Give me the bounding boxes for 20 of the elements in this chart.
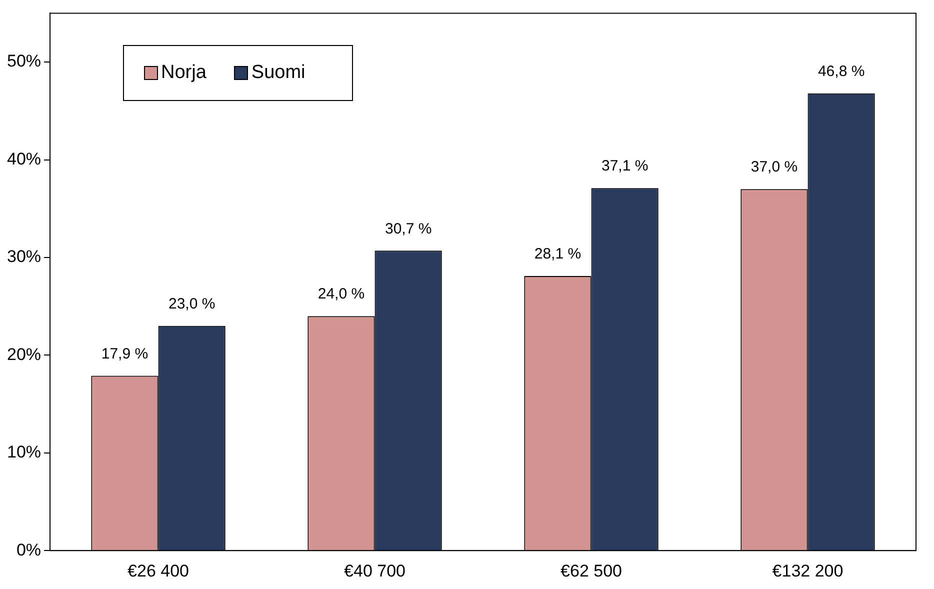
y-tick-label: 0% — [16, 540, 42, 560]
x-tick-label: €26 400 — [128, 561, 189, 580]
data-label: 37,0 % — [750, 158, 798, 176]
data-label: 46,8 % — [818, 62, 865, 80]
y-tick-label: 20% — [6, 344, 42, 364]
data-label: 30,7 % — [384, 220, 432, 238]
data-label: 28,1 % — [534, 246, 582, 263]
y-tick-label: 50% — [6, 52, 42, 71]
x-tick-label: €132 200 — [772, 561, 844, 580]
y-tick-label: 40% — [6, 149, 42, 168]
data-label: 37,1 % — [601, 158, 648, 175]
data-label: 24,0 % — [318, 286, 365, 303]
data-label: 17,9 % — [101, 345, 148, 362]
x-tick-label: €62 500 — [560, 561, 622, 580]
y-tick-label: 30% — [6, 247, 42, 266]
legend-label: Suomi — [251, 62, 306, 84]
y-tick-label: 10% — [6, 442, 42, 462]
data-label: 23,0 % — [168, 296, 216, 313]
legend-label: Norja — [161, 62, 206, 84]
x-tick-label: €40 700 — [344, 561, 406, 580]
